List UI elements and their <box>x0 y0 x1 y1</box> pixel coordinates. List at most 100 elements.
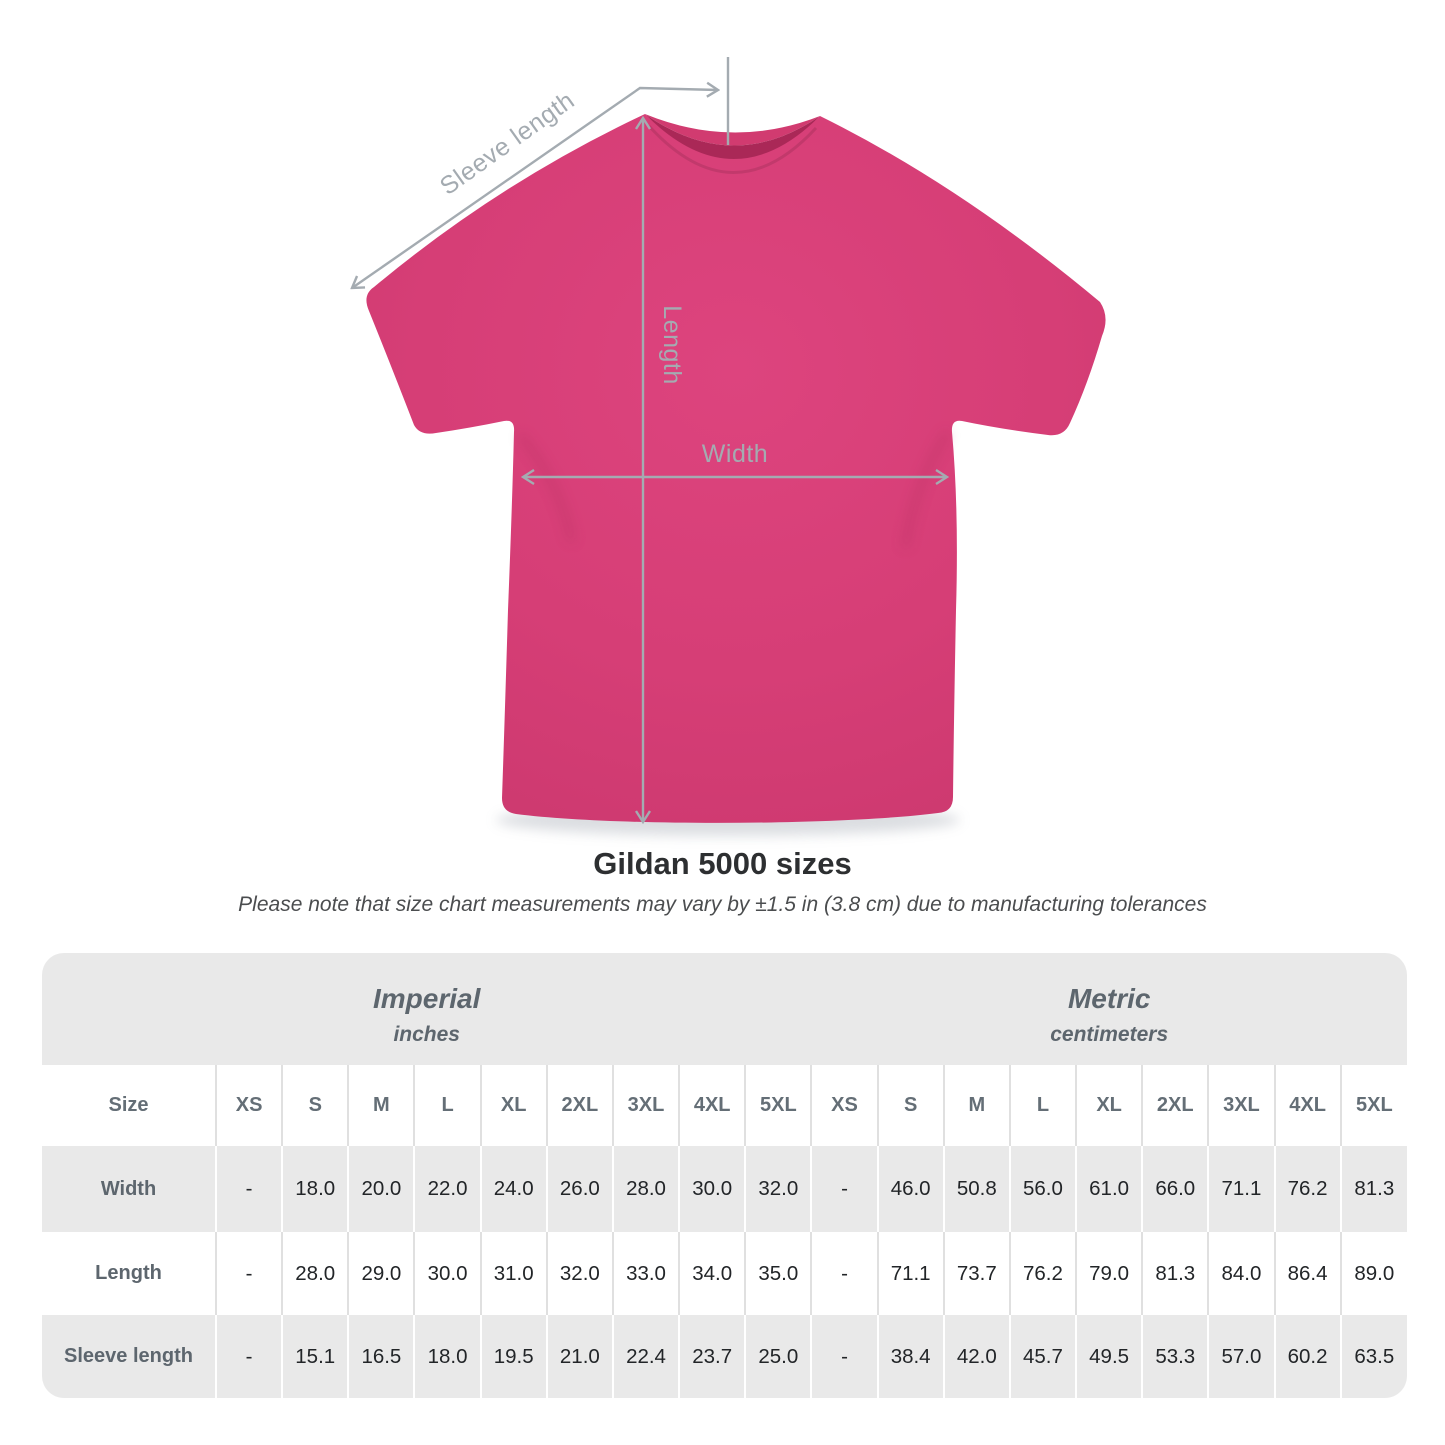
row-label: Sleeve length <box>42 1315 216 1398</box>
width-label: Width <box>702 440 768 468</box>
unit-group-label: Metric <box>1067 983 1151 1014</box>
table-cell: - <box>214 1146 283 1232</box>
table-cell: 28.0 <box>281 1232 349 1315</box>
column-header: XS <box>810 1065 878 1146</box>
column-header: S <box>281 1065 349 1146</box>
column-header: S <box>876 1065 944 1146</box>
table-cell: 49.5 <box>1075 1315 1143 1398</box>
table-cell: - <box>214 1315 283 1398</box>
table-row: Width -18.0 20.0 22.0 24.0 26.0 28.0 30.0 32.0-4… <box>42 1146 1407 1232</box>
column-header: 5XL <box>744 1065 812 1146</box>
table-cell: 33.0 <box>611 1232 680 1315</box>
table-cell: 18.0 <box>281 1146 349 1232</box>
table-cell: 57.0 <box>1207 1315 1275 1398</box>
table-cell: 86.4 <box>1273 1232 1341 1315</box>
table-cell: - <box>810 1315 878 1398</box>
table-cell: 35.0 <box>744 1232 812 1315</box>
table-cell: 28.0 <box>611 1146 680 1232</box>
table-cell: 60.2 <box>1273 1315 1341 1398</box>
table-cell: 15.1 <box>281 1315 349 1398</box>
table-row: Length -28.0 29.0 30.0 31.0 32.0 33.0 34.0 35.0-… <box>42 1232 1407 1315</box>
sleeve-length-arrow <box>352 88 718 288</box>
size-header-cell: Size <box>42 1065 216 1146</box>
size-table: Imperial inches Metric centimeters Size XS S M L… <box>42 953 1407 1398</box>
table-cell: 25.0 <box>744 1315 812 1398</box>
table-cell: 42.0 <box>942 1315 1010 1398</box>
measurement-arrows <box>352 57 947 822</box>
column-header: XL <box>1075 1065 1143 1146</box>
table-cell: 30.0 <box>413 1232 481 1315</box>
table-cell: 34.0 <box>678 1232 746 1315</box>
table-cell: 63.5 <box>1339 1315 1407 1398</box>
column-header: M <box>942 1065 1010 1146</box>
unit-group-label: Imperial <box>373 983 481 1014</box>
table-cell: 76.2 <box>1273 1146 1341 1232</box>
table-cell: 32.0 <box>744 1146 812 1232</box>
table-cell: 89.0 <box>1339 1232 1407 1315</box>
table-cell: 50.8 <box>942 1146 1010 1232</box>
tshirt-body <box>366 114 1106 823</box>
size-chart-table: Imperial inches Metric centimeters Size XS S M L… <box>42 953 1407 1398</box>
column-header: 4XL <box>678 1065 746 1146</box>
table-cell: 38.4 <box>876 1315 944 1398</box>
column-header: 2XL <box>545 1065 613 1146</box>
table-cell: 53.3 <box>1141 1315 1209 1398</box>
back-collar <box>645 114 820 146</box>
tolerance-note: Please note that size chart measurements… <box>238 893 1207 916</box>
table-cell: 76.2 <box>1008 1232 1077 1315</box>
column-header: 3XL <box>611 1065 680 1146</box>
table-cell: 81.3 <box>1339 1146 1407 1232</box>
column-header: XS <box>214 1065 283 1146</box>
table-cell: 66.0 <box>1141 1146 1209 1232</box>
table-cell: 22.0 <box>413 1146 481 1232</box>
fabric-creases <box>517 430 951 549</box>
table-cell: 84.0 <box>1207 1232 1275 1315</box>
table-cell: 30.0 <box>678 1146 746 1232</box>
table-cell: 21.0 <box>545 1315 613 1398</box>
table-cell: 56.0 <box>1008 1146 1077 1232</box>
column-header: 5XL <box>1339 1065 1407 1146</box>
table-cell: - <box>810 1232 878 1315</box>
unit-group-sublabel: centimeters <box>1050 1023 1169 1046</box>
table-cell: 73.7 <box>942 1232 1010 1315</box>
table-cell: 29.0 <box>347 1232 415 1315</box>
table-cell: 26.0 <box>545 1146 613 1232</box>
table-cell: 23.7 <box>678 1315 746 1398</box>
column-header: L <box>1008 1065 1077 1146</box>
column-header: L <box>413 1065 481 1146</box>
table-cell: 79.0 <box>1075 1232 1143 1315</box>
table-cell: - <box>810 1146 878 1232</box>
table-cell: 71.1 <box>876 1232 944 1315</box>
table-cell: 71.1 <box>1207 1146 1275 1232</box>
imperial-header: Imperial inches <box>42 953 812 1065</box>
units-header-row: Imperial inches Metric centimeters <box>42 953 1407 1065</box>
tshirt-graphic: Sleeve length Length Width <box>0 57 1106 836</box>
length-label: Length <box>658 305 686 384</box>
column-header: 2XL <box>1141 1065 1209 1146</box>
table-cell: 31.0 <box>479 1232 547 1315</box>
column-header: 4XL <box>1273 1065 1341 1146</box>
column-header: 3XL <box>1207 1065 1275 1146</box>
column-header: M <box>347 1065 415 1146</box>
table-cell: 81.3 <box>1141 1232 1209 1315</box>
row-label: Width <box>42 1146 216 1232</box>
table-cell: 16.5 <box>347 1315 415 1398</box>
table-cell: 18.0 <box>413 1315 481 1398</box>
table-cell: 32.0 <box>545 1232 613 1315</box>
table-cell: 45.7 <box>1008 1315 1077 1398</box>
unit-group-sublabel: inches <box>393 1023 460 1046</box>
metric-header: Metric centimeters <box>811 953 1407 1065</box>
table-cell: 20.0 <box>347 1146 415 1232</box>
row-label: Length <box>42 1232 216 1315</box>
table-cell: 61.0 <box>1075 1146 1143 1232</box>
table-cell: 22.4 <box>611 1315 680 1398</box>
tshirt-diagram: Sleeve length Length Width <box>0 57 1106 836</box>
table-cell: 46.0 <box>876 1146 944 1232</box>
column-header-row: Size XS S M L XL 2XL 3XL 4XL 5XL XS S M L XL 2XL 3XL 4XL 5… <box>42 1065 1407 1146</box>
table-cell: 24.0 <box>479 1146 547 1232</box>
table-cell: - <box>214 1232 283 1315</box>
page-title: Gildan 5000 sizes <box>593 846 852 881</box>
table-row: Sleeve length -15.1 16.5 18.0 19.5 21.0 22.4 23… <box>42 1315 1407 1398</box>
table-cell: 19.5 <box>479 1315 547 1398</box>
